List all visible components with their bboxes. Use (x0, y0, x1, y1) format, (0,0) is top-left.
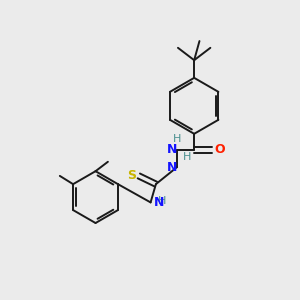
Text: H: H (183, 152, 191, 162)
Text: H: H (158, 196, 166, 206)
Text: H: H (173, 134, 181, 144)
Text: S: S (127, 169, 136, 182)
Text: N: N (167, 143, 177, 157)
Text: N: N (167, 160, 177, 174)
Text: O: O (215, 143, 225, 157)
Text: N: N (154, 196, 164, 209)
